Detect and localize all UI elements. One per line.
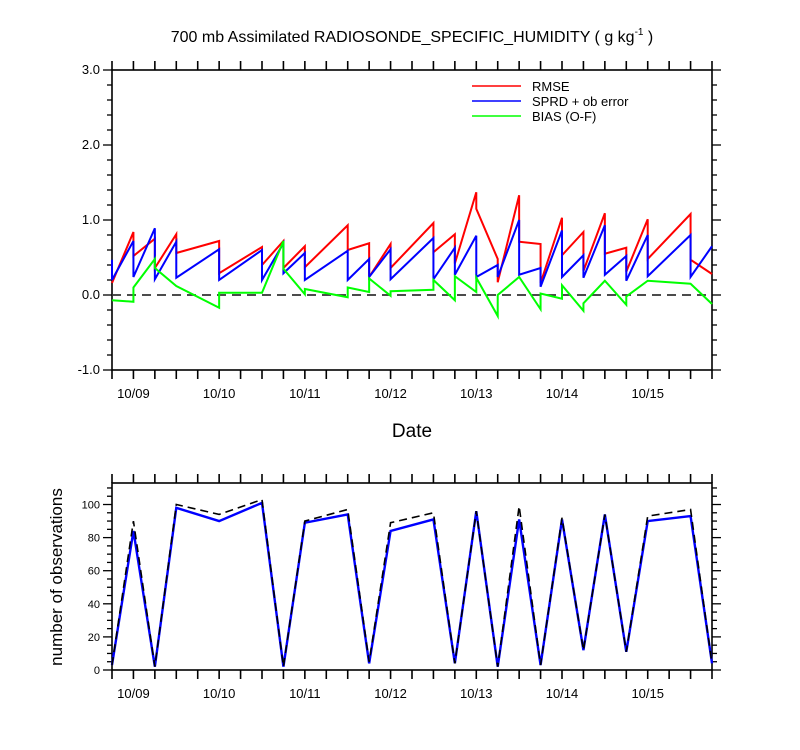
- obs-line-possible: [111, 498, 713, 667]
- x-tick-label: 10/13: [460, 686, 493, 701]
- obs-line-used: [110, 501, 714, 667]
- y-tick-label: 1.0: [82, 212, 100, 227]
- x-tick-label: 10/14: [546, 386, 579, 401]
- x-tick-label: 10/10: [203, 386, 236, 401]
- chart-title: 700 mb Assimilated RADIOSONDE_SPECIFIC_H…: [171, 27, 654, 46]
- y-tick-label: 3.0: [82, 62, 100, 77]
- bottom-chart: 10/09 10/10 10/11 10/12 10/13 10/14 10/15 0 20 40…: [82, 474, 721, 701]
- y-axis-label-bottom: number of observations: [47, 488, 66, 666]
- top-chart: 10/09 10/10 10/11 10/12 10/13 10/14 10/15 -1.0 0…: [78, 61, 721, 401]
- legend-label: BIAS (O-F): [532, 109, 596, 124]
- x-tick-label: 10/12: [374, 686, 407, 701]
- y-tick-label: 20: [88, 632, 100, 644]
- x-tick-label: 10/10: [203, 686, 236, 701]
- series-line-rmse: [111, 191, 713, 284]
- y-tick-label: -1.0: [78, 362, 100, 377]
- y-tick-label: 100: [82, 500, 100, 512]
- y-tick-label: 40: [88, 599, 100, 611]
- y-tick-label: 0: [94, 665, 100, 677]
- x-tick-label: 10/11: [289, 686, 321, 701]
- title-superscript: -1: [635, 27, 644, 38]
- x-tick-label: 10/09: [117, 686, 150, 701]
- series-line-bias-o-f-: [111, 240, 713, 320]
- x-tick-label: 10/12: [374, 386, 407, 401]
- y-tick-label: 80: [88, 533, 100, 545]
- x-tick-label: 10/13: [460, 386, 493, 401]
- x-tick-label: 10/14: [546, 686, 579, 701]
- x-tick-label: 10/15: [631, 386, 664, 401]
- legend-label: RMSE: [532, 79, 570, 94]
- y-tick-label: 0.0: [82, 287, 100, 302]
- x-tick-label: 10/15: [631, 686, 664, 701]
- x-tick-label: 10/11: [289, 386, 321, 401]
- y-tick-label: 60: [88, 566, 100, 578]
- y-tick-label: 2.0: [82, 137, 100, 152]
- series-line-sprd-ob-error: [111, 219, 713, 288]
- x-tick-label: 10/09: [117, 386, 150, 401]
- plot-frame: [111, 69, 713, 371]
- legend-label: SPRD + ob error: [532, 94, 629, 109]
- title-suffix: ): [643, 29, 653, 46]
- x-axis-label: Date: [392, 421, 432, 442]
